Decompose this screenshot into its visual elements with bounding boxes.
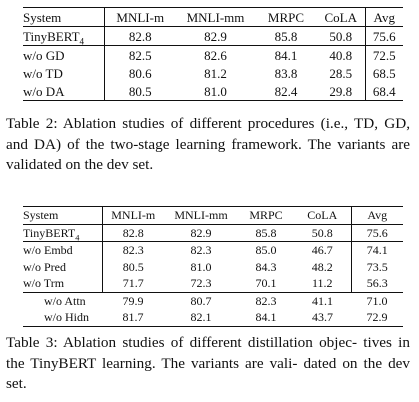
table-cell: 84.1 (238, 309, 294, 327)
row-label: TinyBERT4 (23, 26, 104, 46)
table-row: w/o Attn 79.9 80.7 82.3 41.1 71.0 (23, 292, 403, 309)
table-cell: 50.8 (294, 224, 351, 242)
header-cell: MNLI-m (101, 206, 164, 225)
row-label: w/o Hidn (23, 309, 102, 327)
table-cell: 82.1 (164, 309, 238, 327)
table-cell: 82.8 (101, 224, 164, 242)
table-cell: 28.5 (329, 65, 353, 81)
table-row: w/o Hidn 81.7 82.1 84.1 43.7 72.9 (23, 309, 403, 327)
table-cell: 71.0 (366, 293, 388, 308)
table-row: TinyBERT4 82.8 82.9 85.8 50.8 75.6 (23, 224, 403, 242)
table-cell: 75.6 (350, 224, 403, 242)
header-cell: System (23, 7, 104, 27)
table-cell: 43.7 (294, 309, 351, 327)
table-cell: 81.7 (102, 309, 164, 327)
table-cell: 50.8 (317, 26, 365, 46)
table-caption: Table 2: Ablation studies of different p… (6, 115, 411, 173)
table-row: w/o DA 80.5 81.0 82.4 29.8 68.4 (23, 82, 403, 101)
table-cell: 85.8 (238, 224, 294, 242)
table-cell: 79.9 (122, 293, 144, 308)
table-cell: 85.8 (255, 26, 317, 46)
header-cell: MNLI-m (103, 7, 176, 27)
header-cell: MRPC (238, 206, 294, 225)
table-cell: 41.1 (312, 293, 333, 308)
table-cell: 82.6 (204, 47, 227, 63)
table-cell: 83.8 (274, 65, 298, 81)
table-cell: 72.9 (351, 309, 403, 327)
table-cell: 72.3 (164, 275, 238, 293)
header-cell: CoLA (317, 7, 365, 27)
table-cell: 82.3 (101, 241, 164, 259)
row-label: w/o TD (23, 65, 63, 81)
table-cell: 81.0 (190, 259, 212, 274)
row-label: w/o Attn (44, 293, 86, 308)
table-cell: 80.6 (103, 64, 176, 82)
table-cell: 74.1 (350, 241, 403, 259)
header-cell: System (23, 206, 102, 225)
table-cell: 29.8 (317, 82, 365, 101)
table-cell: 56.3 (350, 275, 403, 293)
table-row: TinyBERT4 82.8 82.9 85.8 50.8 75.6 (23, 26, 403, 46)
row-label: w/o Trm (23, 275, 102, 293)
table-cell: 68.4 (364, 82, 403, 101)
row-label: TinyBERT4 (23, 224, 102, 242)
table-cell: 48.2 (311, 259, 333, 274)
ablation-table-procedures: System MNLI-m MNLI-mm MRPC CoLA Avg Tiny… (23, 7, 403, 101)
header-cell: Avg (364, 7, 403, 27)
table-cell: 82.3 (255, 293, 277, 308)
table-cell: 75.6 (364, 26, 403, 46)
row-label: w/o GD (23, 47, 65, 63)
ablation-table-objectives: System MNLI-m MNLI-mm MRPC CoLA Avg Tiny… (23, 206, 403, 327)
header-cell: Avg (350, 206, 403, 225)
table-cell: 84.3 (255, 259, 277, 274)
table-cell: 80.7 (190, 293, 212, 308)
table-cell: 82.3 (190, 243, 212, 258)
header-cell: CoLA (294, 206, 351, 225)
row-label: w/o Pred (23, 259, 66, 274)
table-row: w/o Embd 82.3 82.3 85.0 46.7 74.1 (23, 241, 403, 259)
table-row: w/o TD 80.6 81.2 83.8 28.5 68.5 (23, 64, 403, 82)
table-cell: 46.7 (311, 243, 333, 258)
table-caption: Table 3: Ablation studies of different d… (6, 334, 411, 392)
table-row: w/o Trm 71.7 72.3 70.1 11.2 56.3 (23, 275, 403, 293)
row-label: w/o DA (23, 82, 104, 101)
table-header-row: System MNLI-m MNLI-mm MRPC CoLA Avg (23, 7, 403, 27)
table-cell: 72.5 (364, 45, 403, 64)
table-cell: 70.1 (238, 275, 294, 293)
table-cell: 71.7 (101, 275, 164, 293)
table-header-row: System MNLI-m MNLI-mm MRPC CoLA Avg (23, 206, 403, 225)
header-cell: MNLI-mm (176, 7, 255, 27)
table-cell: 84.1 (274, 47, 298, 63)
table-cell: 82.5 (103, 45, 176, 64)
table-cell: 81.0 (176, 82, 255, 101)
table-cell: 85.0 (255, 243, 277, 258)
table-cell: 82.9 (176, 26, 255, 46)
table-cell: 80.5 (101, 258, 164, 275)
row-label: w/o Embd (23, 243, 73, 258)
table-cell: 82.4 (255, 82, 317, 101)
table-cell: 81.2 (204, 65, 227, 81)
table-cell: 82.8 (103, 26, 176, 46)
table-cell: 11.2 (294, 275, 351, 293)
table-cell: 40.8 (329, 47, 353, 63)
table-cell: 80.5 (103, 82, 176, 101)
table-cell: 73.5 (350, 258, 403, 275)
table-cell: 82.9 (164, 224, 238, 242)
header-cell: MNLI-mm (164, 206, 238, 225)
table-row: w/o Pred 80.5 81.0 84.3 48.2 73.5 (23, 258, 403, 275)
table-cell: 68.5 (364, 64, 403, 82)
table-row: w/o GD 82.5 82.6 84.1 40.8 72.5 (23, 45, 403, 64)
header-cell: MRPC (255, 7, 317, 27)
